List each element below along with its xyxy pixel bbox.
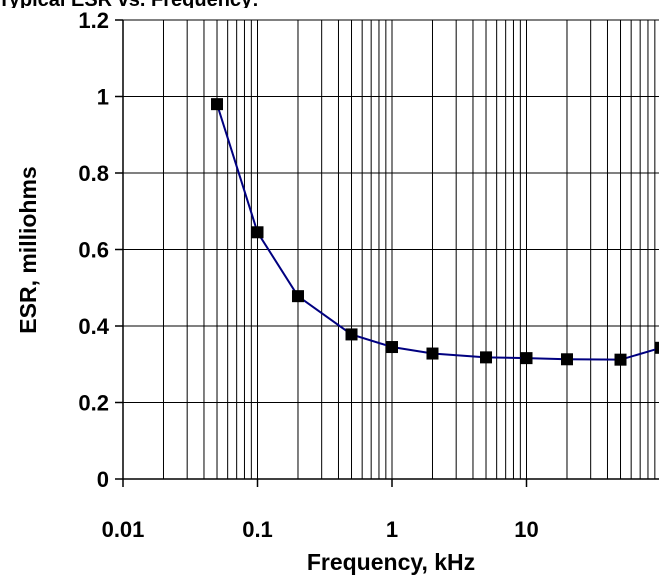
- y-tick-label: 0.8: [78, 161, 109, 186]
- tick-labels: 0 0.2 0.4 0.6 0.8 1 1.2 0.01 0.1 1 10: [78, 8, 538, 542]
- data-point-marker: [560, 353, 573, 366]
- data-point-marker: [291, 290, 304, 303]
- y-tick-label: 1.2: [78, 8, 109, 33]
- grid-lines: [123, 19, 659, 480]
- series-line: [216, 103, 659, 361]
- x-tick-label: 10: [514, 517, 538, 542]
- data-point-marker: [251, 226, 264, 239]
- axes: [115, 19, 659, 487]
- chart-title: Typical ESR vs. Frequency:: [0, 0, 259, 11]
- x-tick-label: 0.01: [102, 517, 145, 542]
- data-series: [211, 98, 659, 366]
- data-point-marker: [480, 351, 493, 364]
- x-tick-label: 1: [386, 517, 398, 542]
- y-tick-label: 0: [97, 467, 109, 492]
- data-point-marker: [520, 352, 533, 365]
- data-point-marker: [614, 353, 627, 366]
- data-point-marker: [211, 98, 224, 111]
- x-axis-title: Frequency, kHz: [307, 549, 475, 575]
- y-tick-label: 0.2: [78, 391, 109, 416]
- y-axis-title: ESR, milliohms: [15, 166, 41, 333]
- x-tick-label: 0.1: [242, 517, 273, 542]
- y-tick-label: 0.4: [78, 314, 109, 339]
- y-tick-label: 1: [97, 85, 109, 110]
- data-point-marker: [426, 347, 439, 360]
- data-point-marker: [345, 328, 358, 341]
- data-point-marker: [655, 341, 659, 354]
- data-point-marker: [386, 341, 398, 354]
- y-tick-label: 0.6: [78, 238, 109, 263]
